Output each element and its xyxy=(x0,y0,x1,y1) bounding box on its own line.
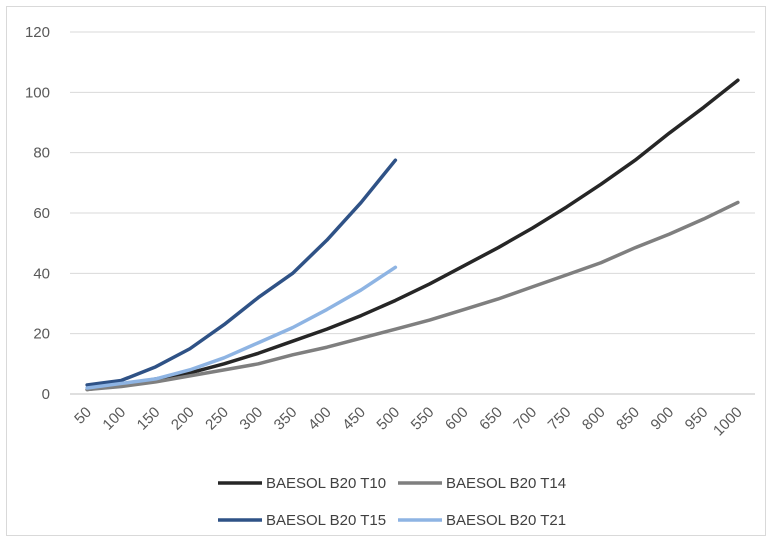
y-tick-label: 0 xyxy=(42,386,50,403)
chart-frame xyxy=(6,6,766,536)
x-tick-label: 750 xyxy=(545,404,575,434)
x-tick-label: 200 xyxy=(168,404,198,434)
series-line-2 xyxy=(85,200,740,392)
y-tick-label: 60 xyxy=(33,205,50,222)
x-tick-label: 350 xyxy=(271,404,301,434)
y-tick-label: 120 xyxy=(25,24,50,41)
legend-label: BAESOL B20 T15 xyxy=(266,512,386,529)
x-tick-label: 850 xyxy=(613,404,643,434)
x-tick-label: 1000 xyxy=(710,404,746,440)
legend-entry: BAESOL B20 T15 xyxy=(218,512,386,529)
y-tick-label: 80 xyxy=(33,145,50,162)
x-tick-label: 650 xyxy=(476,404,506,434)
y-tick-label: 40 xyxy=(33,265,50,282)
y-tick-label: 20 xyxy=(33,326,50,343)
legend-entry: BAESOL B20 T14 xyxy=(398,475,566,492)
x-tick-label: 550 xyxy=(408,404,438,434)
legend-entry: BAESOL B20 T10 xyxy=(218,475,386,492)
x-tick-label: 150 xyxy=(134,404,164,434)
legend-entry: BAESOL B20 T21 xyxy=(398,512,566,529)
x-tick-label: 250 xyxy=(202,404,232,434)
x-tick-label: 300 xyxy=(236,404,266,434)
x-tick-label: 500 xyxy=(373,404,403,434)
x-tick-label: 950 xyxy=(682,404,712,434)
x-tick-label: 450 xyxy=(339,404,369,434)
legend-label: BAESOL B20 T10 xyxy=(266,475,386,492)
x-tick-label: 800 xyxy=(579,404,609,434)
x-tick-label: 700 xyxy=(510,404,540,434)
x-tick-label: 600 xyxy=(442,404,472,434)
series-line-1 xyxy=(85,78,740,392)
y-tick-label: 100 xyxy=(25,84,50,101)
series-line-3 xyxy=(85,158,398,387)
legend-label: BAESOL B20 T21 xyxy=(446,512,566,529)
x-tick-label: 50 xyxy=(71,404,95,428)
x-tick-label: 900 xyxy=(647,404,677,434)
x-tick-label: 100 xyxy=(99,404,129,434)
x-tick-label: 400 xyxy=(305,404,335,434)
series-line-4 xyxy=(85,265,398,390)
legend-label: BAESOL B20 T14 xyxy=(446,475,566,492)
